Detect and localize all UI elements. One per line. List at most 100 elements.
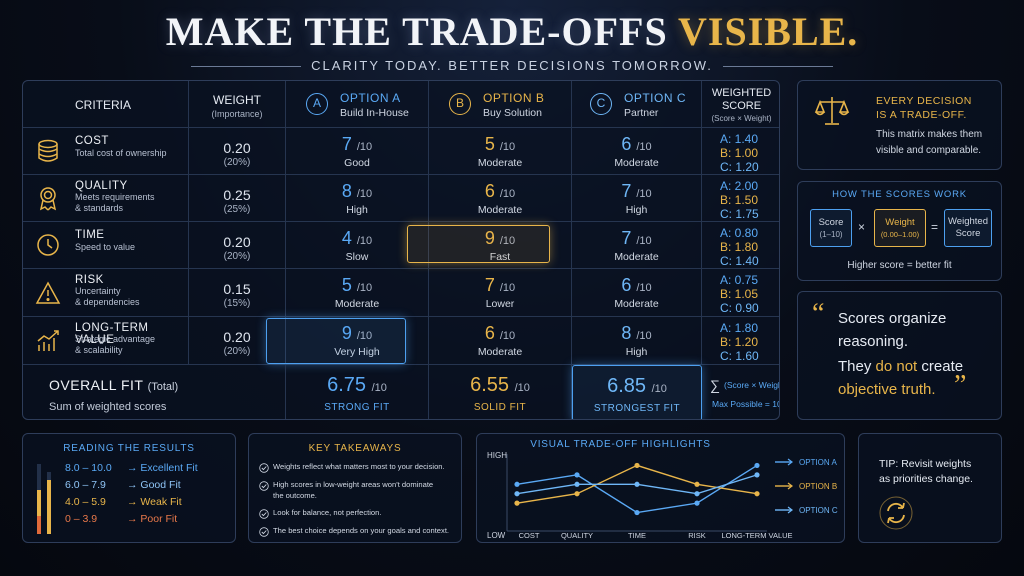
weighted-score-value: C: 1.40 (720, 254, 759, 268)
chart-marks: OPTION A OPTION B OPTION C COST QUALITY TIME R… (514, 458, 838, 540)
weighted-score-value: B: 1.05 (720, 287, 759, 301)
reading-item: 4.0 – 5.9 → Weak Fit (65, 496, 182, 508)
weight-percent: (20%) (223, 346, 251, 357)
weighted-score-value: B: 1.00 (720, 146, 759, 160)
score-number: 7 (484, 275, 495, 295)
score-outof: /10 (356, 188, 373, 200)
criteria-desc: & dependencies (75, 297, 140, 307)
score-number: 7 (621, 181, 632, 201)
reading-range: 0 – 3.9 (65, 513, 98, 525)
score-outof: /10 (636, 141, 652, 153)
chart-high-label: HIGH (487, 451, 507, 460)
total-c-cell: 6.85 /10 STRONGEST FIT (572, 365, 702, 419)
score-value: 9 /10 (429, 228, 571, 249)
arrow-icon: → (127, 496, 138, 508)
tip-card: TIP: Revisit weights as priorities chang… (858, 433, 1002, 543)
title-main: MAKE THE TRADE-OFFS (165, 9, 668, 54)
score-outof: /10 (636, 330, 652, 342)
option-a-name: OPTION A (340, 91, 401, 105)
score-cell: 6 /10 Moderate (572, 269, 702, 316)
weight-box-sub: (0.00–1.00) (880, 230, 920, 239)
weighted-header-cell: WEIGHTED SCORE (Score × Weight) (702, 81, 779, 127)
score-label: Lower (485, 298, 515, 310)
subtitle-rule-left (191, 66, 302, 68)
score-number: 9 (484, 228, 495, 248)
data-point (574, 481, 580, 487)
weight-cell: 0.20 (20%) (189, 222, 286, 268)
reading-label: Good Fit (140, 479, 181, 491)
x-tick-label: RISK (688, 531, 706, 540)
total-b-label: SOLID FIT (473, 402, 527, 413)
score-cell: 8 /10 High (572, 317, 702, 364)
weight-cell: 0.20 (20%) (189, 128, 286, 174)
weight-value: 0.20 (223, 234, 251, 250)
x-tick-label: TIME (628, 531, 646, 540)
score-outof: /10 (499, 330, 516, 342)
reading-title: READING THE RESULTS (63, 443, 195, 454)
data-point (574, 472, 580, 478)
score-value: 4 /10 (286, 228, 428, 249)
how-note: Higher score = better fit (847, 260, 952, 271)
data-point (754, 472, 760, 478)
weighted-header-sub: (Score × Weight) (711, 114, 772, 123)
criteria-name: RISK (75, 274, 104, 286)
quote-close-icon: ” (954, 370, 967, 401)
criteria-cell: LONG-TERM VALUE Strategic advantage & sca… (23, 317, 189, 364)
score-label: Moderate (614, 157, 659, 169)
data-point (514, 491, 520, 497)
quote-line-3a: They (838, 358, 876, 375)
takeaway-text: High scores in low-weight areas won't do… (273, 480, 434, 489)
reading-range: 4.0 – 5.9 (65, 496, 106, 508)
weighted-score-value: C: 1.60 (720, 349, 759, 363)
score-cell: 6 /10 Moderate (429, 317, 572, 364)
tradeoff-title-2: IS A TRADE-OFF. (876, 109, 967, 121)
score-number: 4 (341, 228, 352, 248)
quote-line-2: reasoning. (838, 333, 909, 350)
score-label: Moderate (614, 298, 659, 310)
total-name-text: OVERALL FIT (49, 377, 144, 393)
score-cell: 7 /10 Moderate (572, 222, 702, 268)
reading-range: 6.0 – 7.9 (65, 479, 106, 491)
weighted-score-value: C: 1.20 (720, 160, 759, 174)
criteria-header-cell: CRITERIA (23, 81, 189, 127)
tradeoff-line-chart: HIGH LOW OPTION A OPTION B OPTION C COST QUA… (487, 451, 838, 540)
score-value: 7 /10 (286, 134, 428, 155)
score-label: Moderate (477, 157, 523, 169)
weighted-score-value: A: 1.40 (720, 132, 759, 146)
score-number: 9 (341, 323, 352, 343)
result-box-label-1: Weighted (948, 216, 988, 227)
tip-label: TIP: (879, 458, 899, 470)
score-value: 6 /10 (429, 181, 571, 202)
score-outof: /10 (356, 141, 373, 153)
takeaway-text: Look for balance, not perfection. (273, 508, 382, 517)
criteria-cell: RISK Uncertainty & dependencies (23, 269, 189, 316)
refresh-icon (879, 496, 913, 530)
score-outof: /10 (499, 235, 516, 247)
score-cell: 9 /10 Fast (429, 222, 572, 268)
score-outof: /10 (636, 188, 652, 200)
data-point (754, 491, 760, 497)
score-cell: 6 /10 Moderate (429, 175, 572, 221)
data-point (514, 500, 520, 506)
times-sign: × (858, 220, 866, 234)
score-outof: /10 (499, 188, 516, 200)
total-a-outof: /10 (371, 382, 387, 394)
reading-results-card: READING THE RESULTS 8.0 – 10.0 → Excellen… (22, 433, 236, 543)
score-number: 5 (484, 134, 495, 154)
tip-line-2: as priorities change. (879, 473, 973, 485)
option-b-name: OPTION B (483, 91, 545, 105)
takeaway-text: the outcome. (273, 491, 317, 500)
option-a-badge: A (306, 93, 328, 115)
criteria-row: RISK Uncertainty & dependencies 0.15 (15%… (23, 269, 779, 317)
visual-highlights-card: VISUAL TRADE-OFF HIGHLIGHTS HIGH LOW OPT… (476, 433, 845, 543)
quote-emphasis: do not (875, 358, 918, 375)
score-label: Good (344, 157, 370, 169)
weighted-score-value: C: 0.90 (720, 301, 759, 315)
criteria-cell: TIME Speed to value (23, 222, 189, 268)
tradeoff-card: EVERY DECISION IS A TRADE-OFF. This matr… (797, 80, 1002, 170)
weight-value: 0.20 (223, 329, 251, 345)
subtitle-rule-right (722, 66, 833, 68)
weight-box: Weight (0.00–1.00) (874, 209, 926, 247)
score-value: 7 /10 (572, 228, 701, 249)
total-a-label: STRONG FIT (324, 402, 390, 413)
